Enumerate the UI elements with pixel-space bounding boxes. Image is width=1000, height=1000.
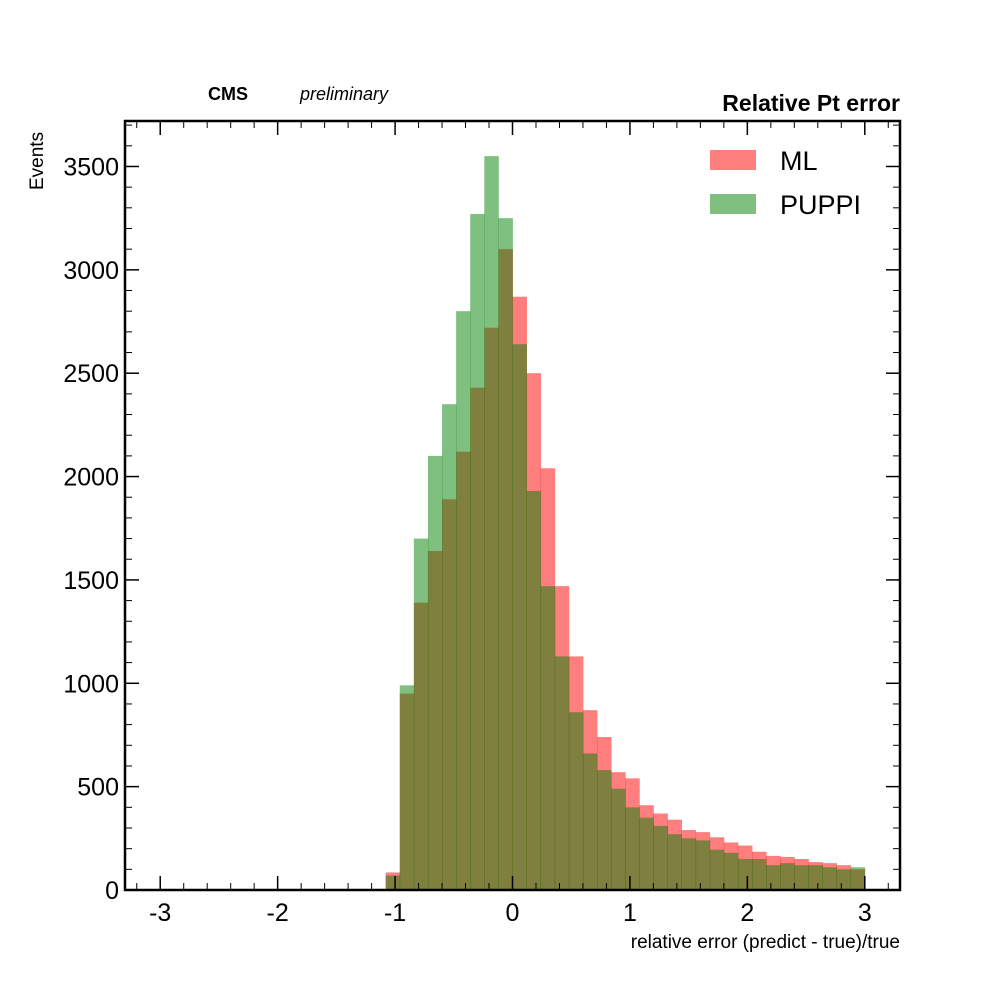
bar-puppi-37 — [681, 838, 697, 890]
preliminary-label: preliminary — [299, 84, 389, 104]
y-axis-label: Events — [27, 132, 48, 190]
bar-puppi-41 — [737, 858, 753, 890]
bar-puppi-28 — [554, 656, 570, 890]
y-tick-label: 1000 — [63, 670, 119, 698]
bar-puppi-30 — [582, 753, 598, 890]
bar-puppi-40 — [723, 852, 739, 890]
bar-puppi-36 — [667, 834, 682, 890]
bar-puppi-44 — [780, 863, 795, 890]
bar-puppi-20 — [442, 404, 457, 890]
bar-puppi-35 — [653, 825, 668, 890]
bar-puppi-23 — [484, 156, 499, 890]
bar-puppi-17 — [399, 685, 415, 890]
legend-label-ml: ML — [780, 146, 818, 176]
bar-puppi-31 — [597, 770, 612, 890]
bar-puppi-18 — [413, 538, 429, 890]
bar-puppi-21 — [456, 311, 471, 890]
bar-puppi-24 — [498, 218, 513, 890]
bar-puppi-34 — [639, 817, 654, 890]
bar-puppi-38 — [695, 840, 711, 890]
bar-puppi-29 — [568, 712, 584, 890]
y-tick-label: 1500 — [63, 567, 119, 595]
bar-puppi-19 — [427, 455, 443, 890]
bar-puppi-45 — [794, 865, 809, 890]
y-tick-label: 500 — [77, 774, 119, 802]
y-tick-label: 3000 — [63, 257, 119, 285]
bar-puppi-27 — [540, 586, 556, 890]
bar-puppi-42 — [752, 858, 767, 890]
cms-label: CMS — [208, 84, 248, 104]
bar-puppi-16 — [385, 875, 401, 890]
bar-puppi-25 — [512, 344, 527, 890]
legend-label-puppi: PUPPI — [780, 190, 861, 220]
legend-swatch-ml — [710, 150, 756, 170]
x-tick-label: 1 — [623, 899, 637, 927]
bar-puppi-32 — [611, 788, 626, 890]
bar-puppi-48 — [836, 869, 852, 890]
x-tick-label: 0 — [506, 899, 520, 927]
bar-puppi-33 — [625, 807, 640, 890]
y-tick-label: 3500 — [63, 153, 119, 181]
bar-puppi-43 — [766, 865, 781, 890]
plot-frame — [123, 119, 902, 892]
bar-puppi-46 — [808, 865, 823, 890]
bar-puppi-49 — [850, 867, 866, 890]
x-tick-label: -2 — [267, 899, 289, 927]
x-tick-label: -3 — [149, 899, 171, 927]
chart-title: Relative Pt error — [722, 90, 900, 116]
legend: ML PUPPI — [710, 146, 861, 220]
y-tick-label: 2000 — [63, 464, 119, 492]
bar-puppi-39 — [709, 849, 725, 890]
x-axis-label: relative error (predict - true)/true — [631, 932, 900, 953]
series-puppi-bars — [385, 156, 866, 890]
axis-tick-labels: -3 -2 -1 0 1 2 3 0 500 1000 1500 2000 2500 3000 3500 — [63, 153, 871, 927]
legend-swatch-puppi — [710, 194, 756, 214]
x-tick-label: 3 — [858, 899, 872, 927]
x-tick-label: -1 — [384, 899, 406, 927]
bar-puppi-22 — [470, 214, 485, 890]
bar-puppi-26 — [526, 491, 542, 890]
y-tick-label: 2500 — [63, 360, 119, 388]
bar-puppi-47 — [822, 867, 837, 890]
y-tick-label: 0 — [105, 877, 119, 905]
x-tick-label: 2 — [740, 899, 754, 927]
